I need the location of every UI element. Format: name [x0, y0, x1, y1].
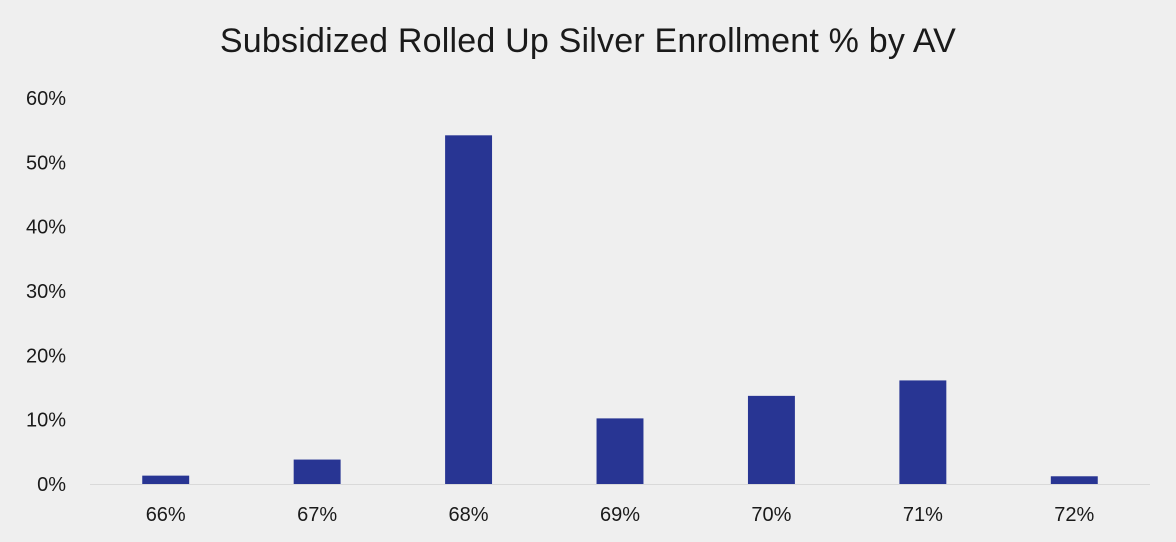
x-tick-label: 67%: [297, 504, 337, 526]
bar-68pct: [445, 135, 493, 484]
y-tick-label: 30%: [26, 281, 66, 303]
y-tick-label: 10%: [26, 410, 66, 432]
chart-title: Subsidized Rolled Up Silver Enrollment %…: [219, 22, 957, 60]
x-tick-label: 68%: [449, 504, 489, 526]
y-axis: 0% 10% 20% 30% 40% 50% 60%: [26, 88, 66, 496]
x-axis: 66% 67% 68% 69% 70% 71% 72%: [146, 504, 1095, 526]
x-tick-label: 69%: [600, 504, 640, 526]
x-tick-label: 72%: [1054, 504, 1094, 526]
x-tick-label: 71%: [903, 504, 943, 526]
bar-70pct: [747, 395, 795, 484]
y-tick-label: 0%: [37, 474, 66, 496]
x-tick-label: 70%: [751, 504, 791, 526]
bar-71pct: [899, 380, 947, 484]
y-tick-label: 50%: [26, 152, 66, 174]
x-tick-label: 66%: [146, 504, 186, 526]
bar-series: [142, 135, 1098, 484]
bar-67pct: [293, 459, 341, 484]
bar-66pct: [142, 475, 190, 484]
bar-72pct: [1050, 476, 1098, 484]
y-tick-label: 20%: [26, 345, 66, 367]
y-tick-label: 40%: [26, 217, 66, 239]
bar-69pct: [596, 418, 644, 484]
y-tick-label: 60%: [26, 88, 66, 110]
